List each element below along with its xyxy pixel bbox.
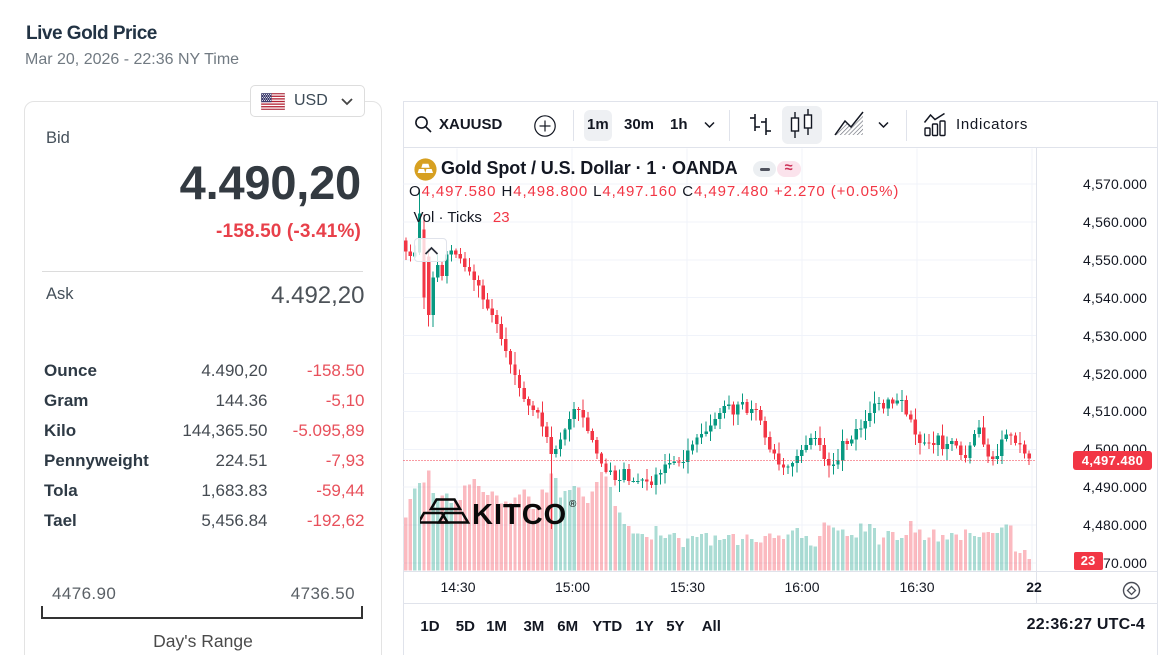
svg-text:KITCO: KITCO [472, 499, 567, 531]
svg-text:®: ® [569, 499, 577, 510]
